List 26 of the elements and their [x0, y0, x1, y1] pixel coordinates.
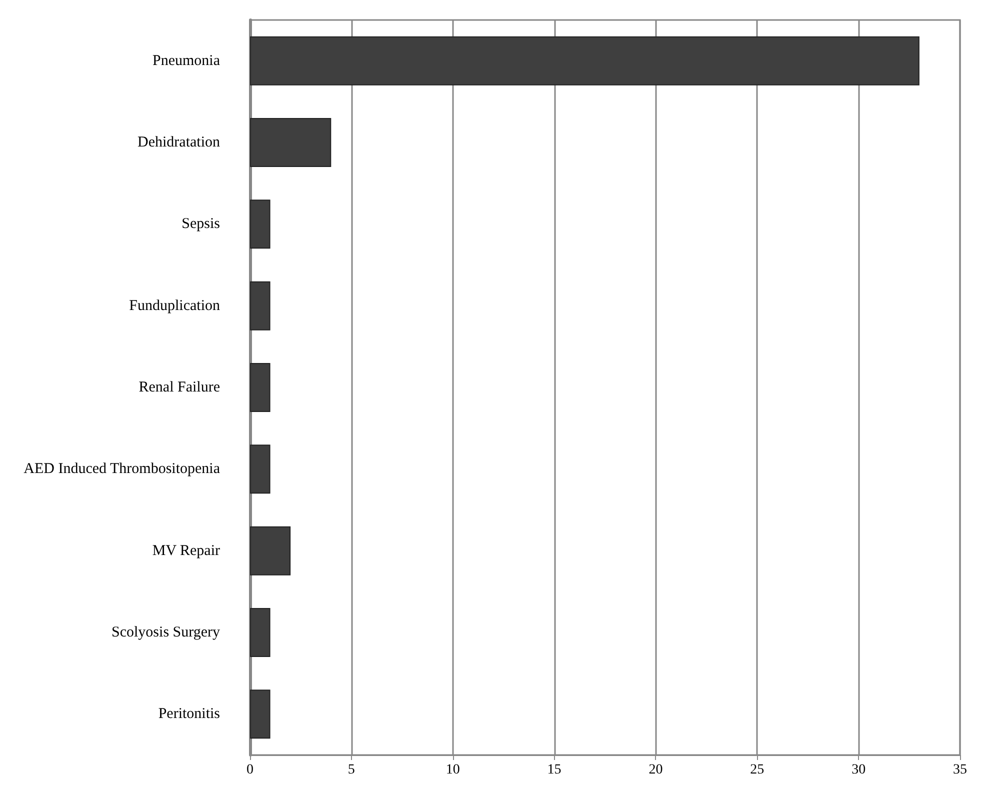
x-tick-label: 10: [446, 762, 460, 778]
bar: [250, 200, 270, 249]
x-tick-label: 0: [246, 762, 254, 778]
x-tick-label: 25: [750, 762, 764, 778]
y-tick-label: Funduplication: [129, 298, 220, 314]
bar: [250, 608, 270, 657]
y-tick-label: Dehidratation: [138, 134, 220, 150]
bar: [250, 281, 270, 330]
x-tick-label: 35: [953, 762, 967, 778]
y-tick-label: Pneumonia: [152, 52, 220, 69]
x-tick-label: 30: [852, 762, 866, 778]
y-tick-label: MV Repair: [152, 542, 220, 559]
x-tick-label: 20: [648, 762, 663, 778]
y-tick-label: Peritonitis: [158, 706, 220, 722]
y-tick-label: Sepsis: [182, 216, 220, 232]
bar: [250, 118, 332, 167]
bar: [250, 526, 291, 576]
x-tick-label: 15: [547, 762, 562, 778]
bar: [250, 36, 920, 86]
y-tick-label: AED Induced Thrombositopenia: [24, 461, 220, 478]
bar: [250, 690, 270, 739]
bar: [250, 363, 270, 412]
x-tick-label: 5: [348, 762, 355, 778]
bar: [250, 444, 270, 494]
y-tick-label: Renal Failure: [138, 380, 220, 396]
y-tick-label: Scolyosis Surgery: [112, 624, 220, 640]
